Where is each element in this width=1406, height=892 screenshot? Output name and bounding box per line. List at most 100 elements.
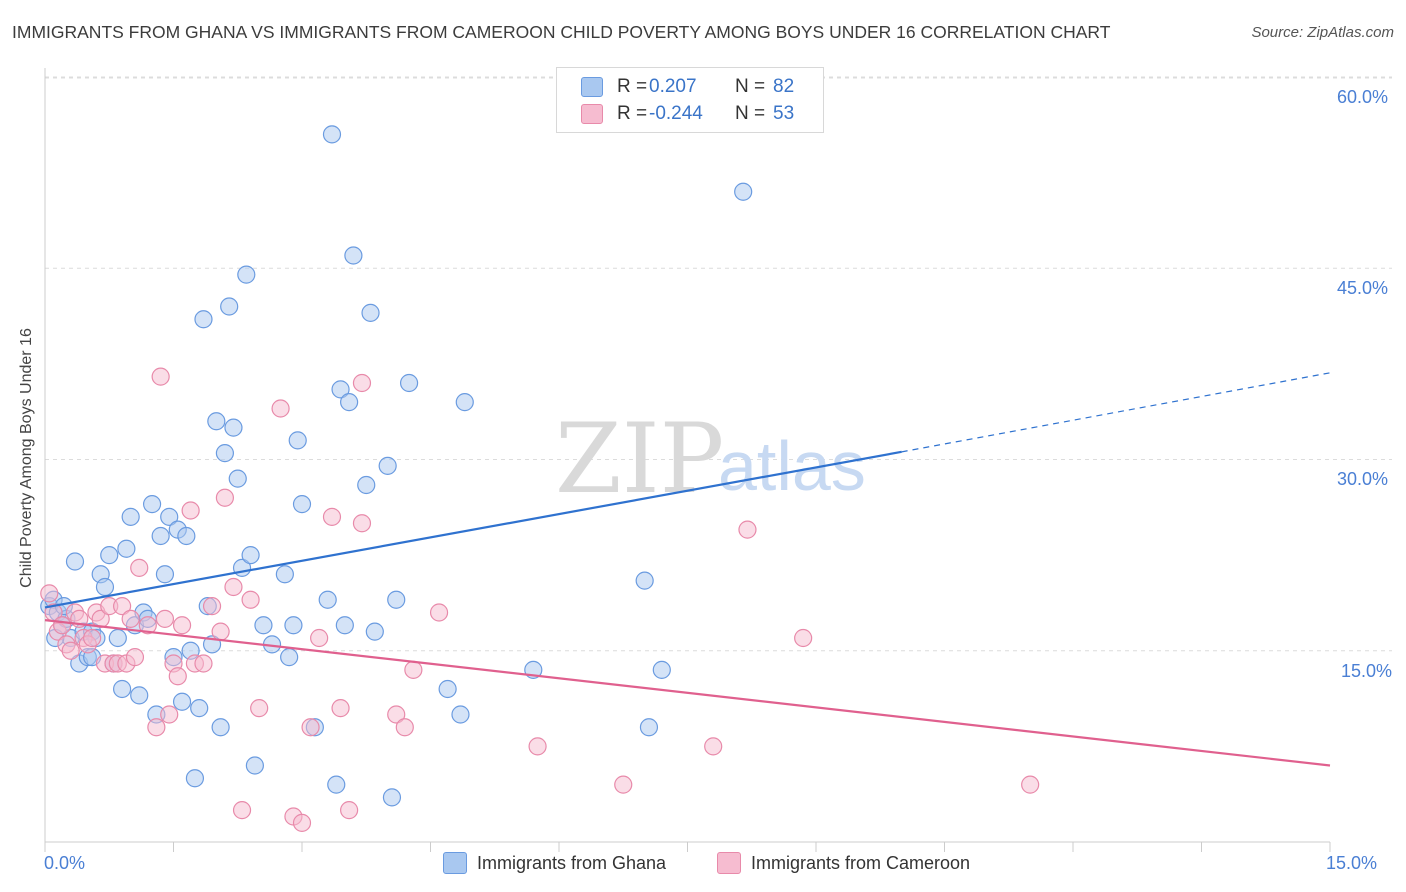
ghana-point	[292, 495, 312, 514]
ghana-point	[378, 456, 397, 475]
cameroon-point	[53, 616, 72, 635]
ghana-legend-swatch	[443, 852, 467, 874]
ghana-point	[455, 393, 474, 412]
cameroon-point	[151, 367, 170, 386]
legend-row-ghana: R = 0.207 N = 82	[581, 75, 794, 99]
legend-r-label: R =	[617, 76, 648, 97]
correlation-legend: R = 0.207 N = 82 R = -0.244 N = 53	[556, 67, 824, 133]
ghana-point	[322, 125, 342, 144]
y-tick-label-60: 60.0%	[1337, 87, 1389, 107]
ghana-point	[95, 577, 115, 597]
ghana-point	[254, 616, 273, 635]
cameroon-point	[292, 813, 312, 832]
ghana-point	[344, 246, 363, 265]
ghana-point	[288, 431, 307, 450]
ghana-point	[160, 507, 179, 526]
ghana-point	[190, 699, 209, 718]
cameroon-point	[232, 801, 252, 820]
legend-n-label: N =	[735, 103, 766, 124]
legend-r-value-ghana: 0.207	[649, 76, 697, 97]
cameroon-point	[112, 597, 132, 616]
cameroon-point	[160, 705, 179, 724]
ghana-point	[639, 718, 659, 737]
ghana-legend-label: Immigrants from Ghana	[477, 852, 667, 873]
cameroon-point	[404, 660, 423, 679]
cameroon-point	[40, 584, 59, 603]
cameroon-point	[614, 775, 633, 794]
ghana-point	[172, 692, 192, 711]
cameroon-point	[215, 488, 234, 507]
ghana-point	[382, 788, 402, 807]
legend-n-value-ghana: 82	[773, 76, 795, 97]
ghana-point	[211, 718, 230, 737]
cameroon-point	[138, 616, 157, 635]
ghana-point	[100, 546, 119, 565]
cameroon-point	[794, 628, 813, 648]
cameroon-point	[202, 597, 222, 616]
cameroon-legend-label: Immigrants from Cameroon	[751, 852, 971, 873]
ghana-point	[340, 393, 359, 412]
ghana-point	[130, 686, 149, 705]
cameroon-point	[211, 622, 230, 641]
cameroon-point	[704, 737, 723, 756]
cameroon-point	[224, 577, 243, 597]
cameroon-trend-line	[44, 619, 1331, 767]
cameroon-point	[130, 558, 149, 577]
ghana-point	[652, 660, 671, 679]
ghana-point	[207, 412, 226, 431]
cameroon-point	[83, 628, 102, 648]
bottom-legend-ghana: Immigrants from Ghana	[443, 852, 666, 874]
legend-r-value-cameroon: -0.244	[649, 103, 703, 124]
ghana-point	[177, 526, 196, 546]
cameroon-point	[271, 399, 290, 418]
cameroon-point	[395, 718, 414, 737]
cameroon-point	[172, 616, 192, 635]
x-tick-label-0: 0.0%	[44, 853, 86, 873]
ghana-trend-line	[44, 450, 902, 609]
cameroon-point	[250, 699, 269, 718]
bottom-legend-cameroon: Immigrants from Cameroon	[717, 852, 970, 874]
cameroon-point	[147, 718, 166, 737]
cameroon-point	[61, 641, 80, 660]
ghana-point	[237, 265, 256, 284]
cameroon-point	[528, 737, 547, 756]
ghana-point	[335, 616, 354, 635]
cameroon-point	[241, 590, 260, 609]
x-tick-label-15: 15.0%	[1326, 853, 1378, 873]
ghana-point	[284, 616, 303, 635]
ghana-point	[387, 590, 406, 609]
ghana-point	[318, 590, 337, 609]
ghana-point	[117, 539, 136, 558]
ghana-point	[280, 648, 299, 667]
ghana-point	[228, 469, 247, 488]
cameroon-point	[340, 801, 359, 820]
ghana-point	[357, 475, 376, 495]
ghana-point	[185, 769, 205, 788]
ghana-point	[331, 380, 350, 399]
cameroon-point	[168, 667, 187, 686]
cameroon-point	[429, 603, 449, 622]
cameroon-point	[1021, 775, 1040, 794]
y-tick-label-45: 45.0%	[1337, 278, 1389, 298]
cameroon-point	[125, 648, 145, 667]
cameroon-point	[181, 501, 200, 520]
ghana-point	[215, 444, 234, 463]
ghana-point	[121, 507, 140, 526]
cameroon-point	[352, 514, 372, 533]
ghana-point	[112, 679, 132, 699]
ghana-trend-extension	[901, 372, 1331, 453]
watermark-atlas: atlas	[718, 427, 866, 505]
ghana-point	[151, 526, 170, 546]
cameroon-point	[322, 507, 342, 526]
ghana-point	[245, 756, 264, 775]
ghana-point	[241, 546, 260, 565]
cameroon-point	[387, 705, 406, 724]
ghana-point	[155, 565, 175, 584]
ghana-point	[194, 310, 213, 329]
cameroon-point	[301, 718, 320, 737]
ghana-point	[142, 495, 162, 514]
cameroon-point	[194, 654, 213, 673]
cameroon-point	[331, 699, 350, 718]
ghana-point	[327, 775, 346, 794]
